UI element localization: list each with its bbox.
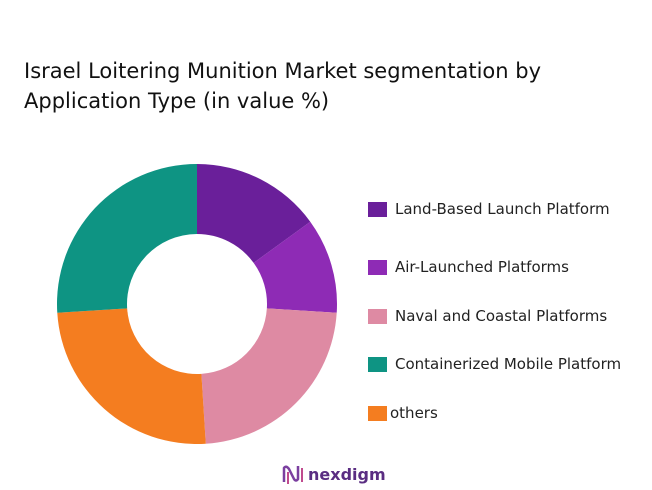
legend-swatch (368, 202, 387, 217)
legend-item: Land-Based Launch Platform (368, 198, 645, 221)
legend-swatch (368, 357, 387, 372)
donut-slice (57, 308, 206, 444)
legend-label: Land-Based Launch Platform (395, 200, 610, 218)
legend-item: Containerized Mobile Platform (368, 353, 645, 376)
legend-swatch (368, 309, 387, 324)
legend-label: Containerized Mobile Platform (395, 355, 622, 373)
donut-slice (253, 221, 337, 313)
legend-item: Air-Launched Platforms (368, 256, 645, 279)
donut-slice (57, 164, 197, 313)
brand-logo (282, 465, 303, 484)
legend-label: others (390, 404, 438, 422)
legend-item: Naval and Coastal Platforms (368, 305, 645, 328)
legend-label: Naval and Coastal Platforms (395, 307, 608, 325)
donut-slice (197, 164, 311, 263)
donut-slice (201, 308, 337, 444)
legend-item: others (368, 402, 640, 425)
brand: nexdigm (282, 462, 386, 486)
legend-swatch (368, 260, 387, 275)
brand-name: nexdigm (308, 464, 386, 484)
chart-title: Israel Loitering Munition Market segment… (24, 59, 541, 113)
legend-label: Air-Launched Platforms (395, 258, 569, 276)
legend-swatch (368, 406, 387, 421)
